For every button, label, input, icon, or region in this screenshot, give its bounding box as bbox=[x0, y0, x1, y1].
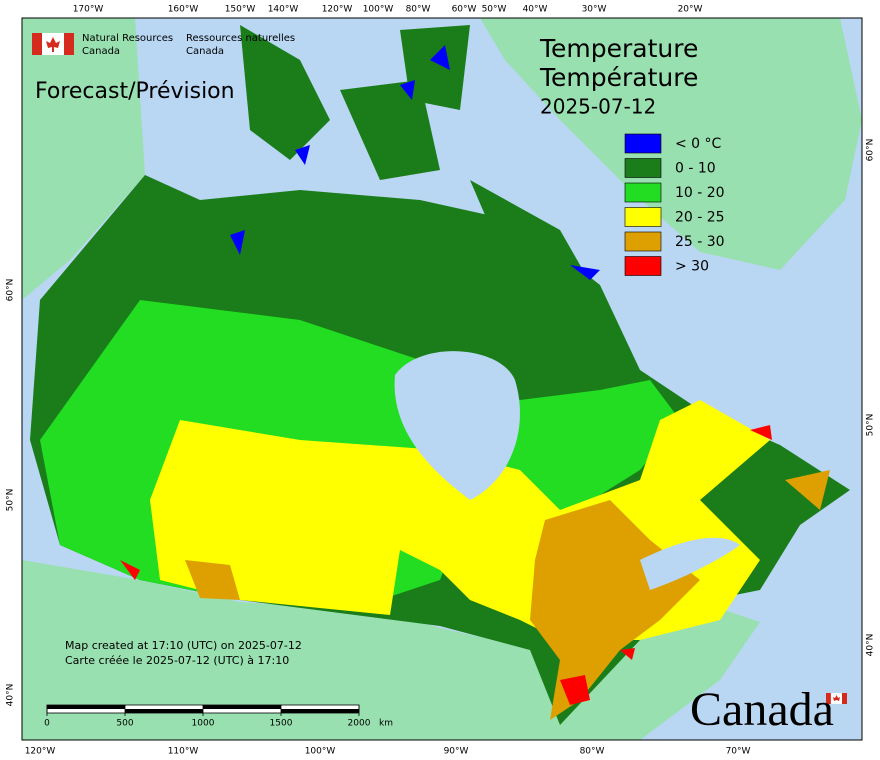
graticule-label: 60°N bbox=[866, 139, 876, 162]
legend-swatch bbox=[624, 182, 662, 203]
graticule-label: 40°N bbox=[866, 634, 876, 657]
graticule-label: 170°W bbox=[73, 5, 104, 15]
graticule-label: 110°W bbox=[168, 747, 199, 757]
graticule-label: 60°W bbox=[452, 5, 477, 15]
legend-label: 20 - 25 bbox=[675, 210, 725, 226]
graticule-label: 100°W bbox=[363, 5, 394, 15]
graticule-label: 80°W bbox=[580, 747, 605, 757]
scale-segment bbox=[203, 705, 281, 709]
title: Temperature bbox=[539, 34, 698, 63]
legend-swatch bbox=[624, 256, 662, 276]
graticule-label: 160°W bbox=[168, 5, 199, 15]
wordmark: Canada bbox=[690, 683, 834, 736]
arctic-islands bbox=[240, 25, 600, 330]
graticule-label: 60°N bbox=[6, 279, 16, 302]
graticule-label: 40°W bbox=[523, 5, 548, 15]
graticule-label: 80°W bbox=[406, 5, 431, 15]
graticule-labels: 170°W 160°W 150°W 140°W 120°W 100°W 80°W 60°W 50… bbox=[6, 5, 876, 757]
scale-unit: km bbox=[379, 719, 393, 729]
legend-label: 25 - 30 bbox=[675, 234, 725, 250]
graticule-label: 30°W bbox=[582, 5, 607, 15]
title: Température bbox=[539, 63, 698, 92]
scale-segment bbox=[281, 709, 359, 713]
zone-below-0 bbox=[230, 45, 600, 280]
alaska bbox=[22, 18, 145, 300]
legend-label: 10 - 20 bbox=[675, 185, 725, 201]
legend-swatch bbox=[624, 207, 662, 227]
legend-label: > 30 bbox=[675, 259, 709, 275]
credit: Carte créée le 2025-07-12 (UTC) à 17:10 bbox=[65, 654, 289, 667]
scale-segment bbox=[47, 705, 125, 709]
graticule-label: 90°W bbox=[444, 747, 469, 757]
graticule-label: 50°N bbox=[6, 489, 16, 512]
graticule-label: 150°W bbox=[225, 5, 256, 15]
graticule-label: 50°N bbox=[866, 414, 876, 437]
legend: < 0 °C 0 - 10 10 - 20 20 - 25 25 - 30 > 30 bbox=[624, 133, 725, 276]
scale-label: 1500 bbox=[270, 719, 293, 729]
gulf-st-lawrence bbox=[640, 537, 740, 590]
legend-swatch bbox=[624, 231, 662, 252]
graticule-label: 120°W bbox=[25, 747, 56, 757]
legend-label: < 0 °C bbox=[675, 136, 722, 152]
scale-label: 2000 bbox=[348, 719, 371, 729]
agency-en: Natural Resources bbox=[82, 33, 173, 44]
wordmark-flag bbox=[826, 692, 847, 705]
scale-label: 1000 bbox=[192, 719, 215, 729]
scale-label: 500 bbox=[116, 719, 133, 729]
hudson-bay bbox=[394, 351, 520, 500]
product-label: Forecast/Prévision bbox=[35, 79, 235, 104]
legend-swatch bbox=[624, 158, 662, 178]
agency-fr: Canada bbox=[186, 46, 224, 57]
graticule-label: 40°N bbox=[6, 684, 16, 707]
graticule-label: 140°W bbox=[268, 5, 299, 15]
greenland bbox=[480, 18, 862, 270]
graticule-label: 100°W bbox=[305, 747, 336, 757]
agency-fr: Ressources naturelles bbox=[186, 33, 295, 44]
legend-label: 0 - 10 bbox=[675, 161, 716, 177]
legend-swatch bbox=[624, 133, 662, 154]
credit: Map created at 17:10 (UTC) on 2025-07-12 bbox=[65, 639, 302, 652]
scale-label: 0 bbox=[44, 719, 50, 729]
agency-en: Canada bbox=[82, 46, 120, 57]
scale-bar: 0 500 1000 1500 2000 km bbox=[44, 704, 393, 729]
nrcan-flag bbox=[32, 33, 74, 55]
graticule-label: 20°W bbox=[678, 5, 703, 15]
graticule-label: 50°W bbox=[482, 5, 507, 15]
graticule-label: 70°W bbox=[726, 747, 751, 757]
frame bbox=[21, 17, 863, 741]
graticule-label: 120°W bbox=[322, 5, 353, 15]
date: 2025-07-12 bbox=[540, 95, 656, 119]
scale-segment bbox=[125, 709, 203, 713]
